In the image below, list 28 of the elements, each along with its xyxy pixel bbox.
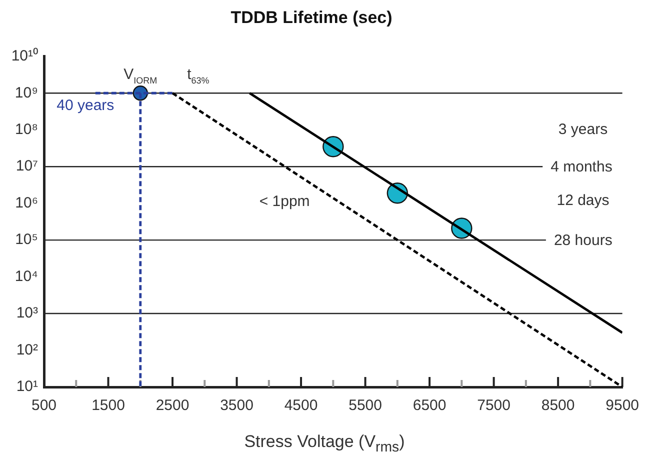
x-tick-label: 1500 — [92, 397, 125, 414]
x-tick-label: 6500 — [412, 397, 446, 414]
y-tick-label: 10⁸ — [14, 121, 38, 138]
x-tick-label: 8500 — [541, 397, 575, 414]
y-tick-label: 10³ — [16, 304, 38, 322]
y-tick-label: 10⁴ — [14, 268, 38, 285]
annotation: 3 years — [558, 120, 608, 138]
ref-line-label: 28 hours — [554, 232, 612, 250]
x-tick-label: 4500 — [284, 397, 318, 414]
x-tick-label: 7500 — [477, 397, 510, 414]
y-tick-label: 10⁵ — [15, 231, 38, 248]
y-tick-label: 10¹ — [16, 378, 38, 396]
y-tick-label: 10⁶ — [15, 194, 38, 212]
annotation: 40 years — [56, 97, 114, 114]
x-tick-label: 9500 — [606, 397, 640, 414]
chart-title: TDDB Lifetime (sec) — [230, 8, 392, 27]
y-tick-label: 10¹⁰ — [11, 48, 38, 65]
x-tick-label: 5500 — [348, 397, 382, 414]
annotation: < 1ppm — [259, 193, 310, 210]
annotation: 12 days — [556, 192, 610, 210]
ref-line-label: 4 months — [550, 158, 612, 176]
x-tick-label: 2500 — [156, 397, 190, 414]
y-tick-label: 10² — [16, 341, 38, 358]
y-tick-label: 10⁷ — [16, 158, 38, 175]
x-tick-label: 3500 — [220, 397, 254, 414]
y-tick-label: 10⁹ — [14, 84, 38, 102]
x-tick-label: 500 — [31, 397, 57, 414]
x-axis-title: Stress Voltage (V$_{rms}$) — [243, 432, 406, 456]
